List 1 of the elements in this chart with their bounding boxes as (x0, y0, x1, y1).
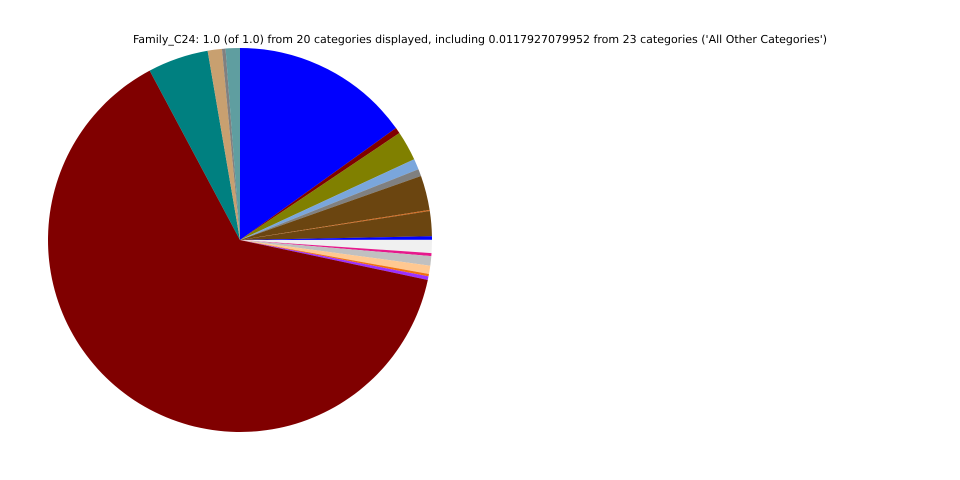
text: Family_C24: 1.0 (of 1.0) from 20 categories displayed, including 0.0117927079952 from 23 categories ('All Other Categories') (132, 32, 828, 46)
